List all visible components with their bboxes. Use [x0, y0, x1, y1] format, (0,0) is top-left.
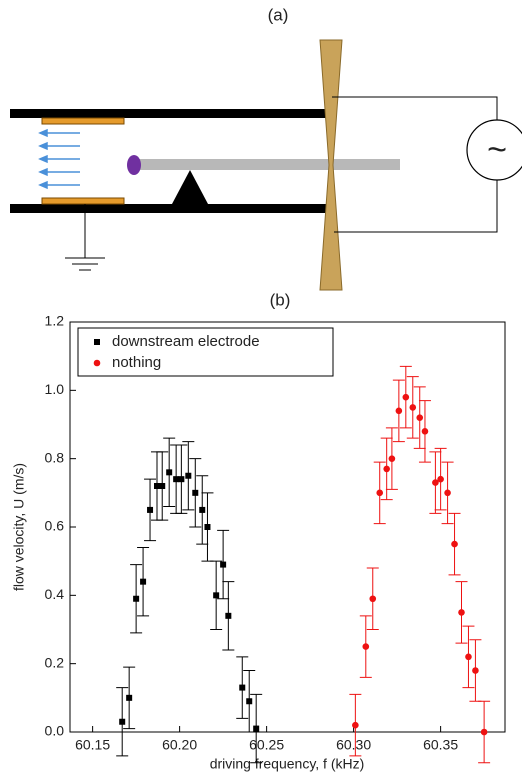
x-axis-label: driving frequency, f (kHz)	[210, 756, 365, 772]
data-point	[480, 728, 488, 736]
y-axis-label: flow velocity, U (m/s)	[11, 463, 27, 591]
data-point	[369, 595, 377, 603]
piezo	[319, 39, 343, 291]
x-tick-label: 60.30	[336, 737, 371, 753]
x-tick-label: 60.25	[249, 737, 284, 753]
data-point	[185, 472, 192, 479]
data-point	[126, 694, 133, 701]
data-point	[352, 721, 359, 729]
legend-marker	[93, 359, 101, 367]
chart-title: (b)	[270, 290, 291, 309]
legend-marker	[94, 339, 100, 345]
data-point	[246, 698, 253, 705]
data-point	[178, 476, 185, 483]
panel-label: (a)	[268, 5, 289, 24]
data-point	[253, 725, 260, 732]
x-tick-label: 60.35	[423, 737, 458, 753]
beam	[135, 159, 400, 170]
x-tick-label: 60.20	[162, 737, 197, 753]
data-point	[376, 489, 384, 497]
wire	[332, 96, 498, 120]
data-point	[383, 465, 390, 473]
x-tick-label: 60.15	[75, 737, 110, 753]
data-point	[395, 407, 403, 415]
y-tick-label: 0.6	[45, 518, 65, 534]
data-point	[147, 506, 154, 513]
data-point	[133, 595, 140, 602]
data-point	[173, 476, 180, 483]
data-point	[444, 489, 451, 497]
y-tick-label: 0.0	[45, 723, 65, 739]
electrode	[41, 117, 125, 125]
data-point	[225, 612, 232, 619]
y-tick-label: 0.4	[45, 586, 65, 602]
wire	[334, 180, 498, 233]
data-point	[204, 524, 211, 530]
data-point	[140, 578, 147, 585]
tube-wall	[10, 204, 332, 213]
data-point	[402, 393, 410, 401]
data-point	[220, 561, 227, 568]
schematic: (a) ~	[10, 5, 522, 291]
data-point	[199, 506, 206, 513]
data-point	[166, 469, 173, 476]
data-point	[213, 592, 220, 599]
data-point	[432, 479, 439, 486]
data-point	[451, 540, 458, 548]
data-point	[458, 609, 465, 616]
data-point	[159, 483, 166, 489]
tip	[127, 155, 141, 175]
ground	[65, 257, 105, 271]
data-point	[421, 428, 429, 435]
y-tick-label: 0.2	[45, 654, 65, 670]
ac-symbol: ~	[487, 131, 507, 169]
data-point	[388, 455, 396, 462]
data-point	[472, 667, 479, 674]
data-point	[437, 475, 444, 483]
legend-box	[77, 327, 334, 377]
y-tick-label: 1.2	[45, 313, 65, 329]
data-point	[416, 414, 424, 421]
plot-frame	[69, 321, 506, 733]
data-point	[239, 684, 246, 691]
y-tick-label: 0.8	[45, 449, 65, 465]
tube-wall	[10, 109, 332, 118]
data-point	[409, 404, 417, 411]
data-point	[192, 489, 199, 496]
ac-source	[466, 119, 522, 181]
electrode	[41, 197, 125, 205]
y-tick-label: 1.0	[45, 381, 65, 397]
legend-label: nothing	[112, 354, 161, 371]
data-point	[154, 483, 160, 489]
data-point	[465, 653, 472, 661]
data-point	[119, 718, 126, 725]
data-point	[362, 643, 370, 650]
flow-arrows	[38, 128, 80, 190]
fulcrum	[172, 170, 208, 204]
legend-label: downstream electrode	[112, 333, 260, 350]
